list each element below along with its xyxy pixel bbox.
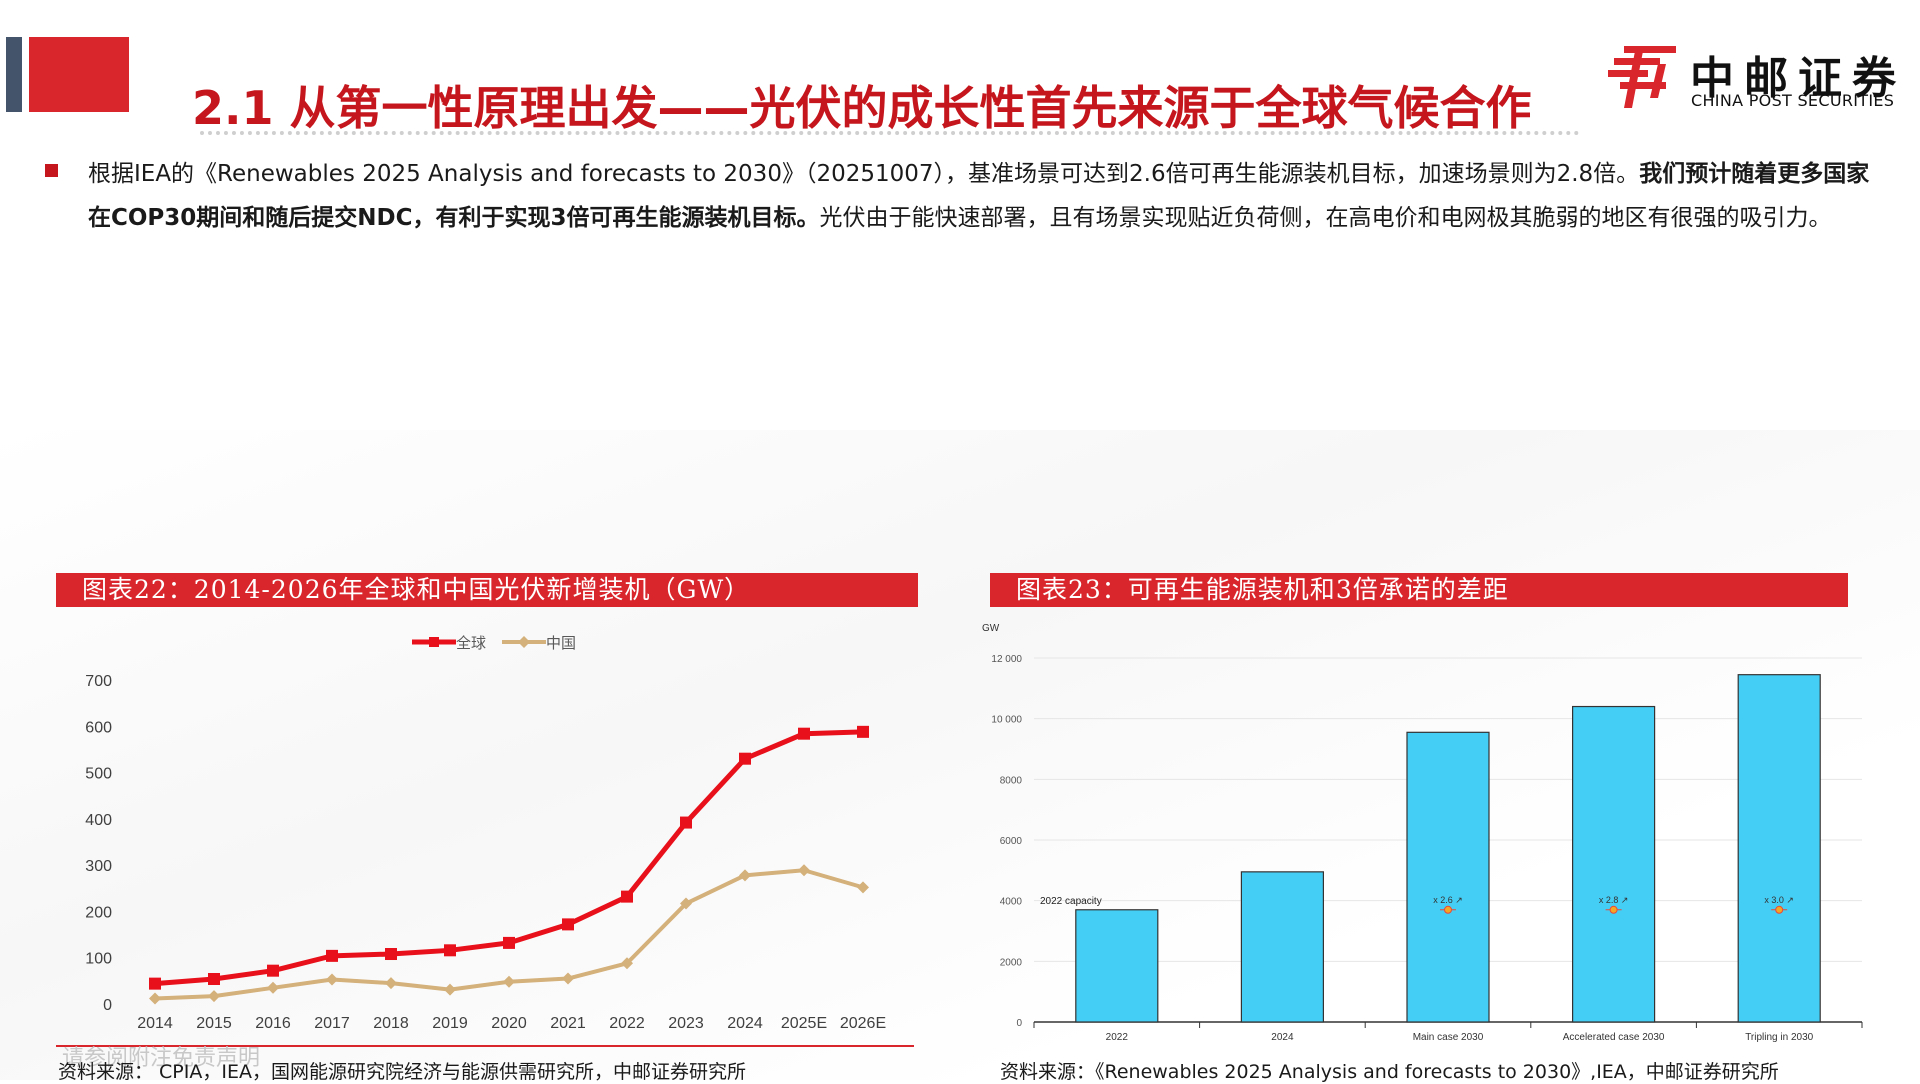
data-point-global [739,752,751,765]
data-point-china [208,990,220,1003]
legend-marker-global [429,637,439,647]
data-point-china [503,975,515,988]
y-tick-label: 0 [1016,1018,1022,1029]
data-point-china [444,983,456,996]
x-tick-label: 2015 [196,1015,232,1032]
y-tick-label: 0 [103,997,112,1014]
x-tick-label: 2016 [255,1015,291,1032]
x-tick-label: Accelerated case 2030 [1563,1032,1665,1043]
logo-chinese-name: 中邮证券 [1690,53,1906,104]
logo-english-name: CHINA POST SECURITIES [1691,91,1895,110]
chart23-source: 资料来源：《Renewables 2025 Analysis and forec… [1000,1061,1779,1083]
bar [1075,909,1159,1023]
y-tick-label: 8000 [1000,775,1023,786]
y-tick-label: 700 [85,673,112,690]
y-tick-label: 300 [85,858,112,875]
title-divider [200,131,1580,135]
data-point-global [385,948,397,961]
data-point-global [444,944,456,957]
multiplier-marker [1609,905,1618,914]
multiplier-label: x 2.8 ↗ [1599,895,1629,905]
para-text-1: 根据IEA的《Renewables 2025 Analysis and fore… [88,161,1640,187]
data-point-china [385,977,397,990]
y-tick-label: 2000 [1000,957,1023,968]
data-point-global [562,918,574,931]
bar [1406,731,1490,1023]
y-tick-label: 400 [85,812,112,829]
data-point-china [149,992,161,1005]
multiplier-marker [1775,905,1784,914]
footer-divider [56,1045,914,1047]
data-point-global [267,964,279,977]
data-point-china [326,973,338,986]
bar [1571,705,1656,1023]
multiplier-marker [1444,905,1452,914]
data-point-china [739,869,751,882]
y-tick-label: 6000 [1000,836,1023,847]
data-point-global [208,973,220,986]
baseline-label: 2022 capacity [1040,896,1102,907]
x-tick-label: 2023 [668,1015,704,1032]
header-accent-dark [6,37,22,112]
data-point-global [326,949,338,962]
chart23-title: 图表23：可再生能源装机和3倍承诺的差距 [990,573,1848,607]
x-tick-label: 2022 [1106,1032,1129,1043]
x-tick-label: 2018 [373,1015,409,1032]
x-tick-label: 2024 [727,1015,763,1032]
legend-marker-china [518,636,530,648]
data-point-global [798,727,810,740]
disclaimer-watermark: 请参阅附注免责声明 [62,1046,261,1071]
data-point-global [680,816,692,829]
para-text-bold: 我们预计随着更多国家在COP30期间和随后提交NDC，有利于实现3倍可再生能源装… [88,161,1870,231]
chart22-source: 资料来源： CPIA，IEA，国网能源研究院经济与能源供需研究所，中邮证券研究所 [58,1061,746,1083]
x-tick-label: Main case 2030 [1413,1032,1484,1043]
data-point-global [149,977,161,990]
x-tick-label: 2017 [314,1015,350,1032]
y-tick-label: 4000 [1000,897,1023,908]
para-text-2: 光伏由于能快速部署，且有场景实现贴近负荷侧，在高电价和电网极其脆弱的地区有很强的… [819,205,1832,231]
x-tick-label: 2025E [781,1015,827,1032]
y-tick-label: 100 [85,951,112,968]
data-point-global [857,725,869,738]
header-accent-red [29,37,129,112]
data-point-china [798,864,810,877]
bar [1737,674,1821,1023]
data-point-china [267,981,279,994]
legend-label: 全球 [456,634,486,652]
x-tick-label: 2020 [491,1015,527,1032]
x-tick-label: 2021 [550,1015,586,1032]
legend-label: 中国 [546,635,576,652]
page-title: 2.1 从第一性原理出发——光伏的成长性首先来源于全球气候合作 [192,81,1532,135]
multiplier-label: x 3.0 ↗ [1764,895,1794,905]
bullet-square [45,164,58,177]
x-tick-label: 2024 [1271,1032,1294,1043]
y-tick-label: 500 [85,766,112,783]
chart22-title: 图表22：2014-2026年全球和中国光伏新增装机（GW） [56,573,918,607]
y-tick-label: 10 000 [991,715,1022,726]
x-tick-label: Tripling in 2030 [1745,1032,1813,1043]
data-point-china [680,897,692,910]
data-point-china [857,881,869,894]
y-axis-label: GW [982,623,1000,634]
y-tick-label: 12 000 [991,654,1022,665]
x-tick-label: 2014 [137,1015,173,1032]
x-tick-label: 2019 [432,1015,468,1032]
y-tick-label: 200 [85,904,112,921]
data-point-global [503,936,515,949]
x-tick-label: 2022 [609,1015,645,1032]
data-point-china [562,972,574,985]
bar [1240,871,1325,1023]
y-tick-label: 600 [85,719,112,736]
multiplier-label: x 2.6 ↗ [1433,895,1463,905]
data-point-china [621,957,633,970]
x-tick-label: 2026E [840,1015,886,1032]
china-post-logo-icon [1608,46,1676,108]
data-point-global [621,890,633,903]
body-paragraph: 根据IEA的《Renewables 2025 Analysis and fore… [88,152,1878,240]
